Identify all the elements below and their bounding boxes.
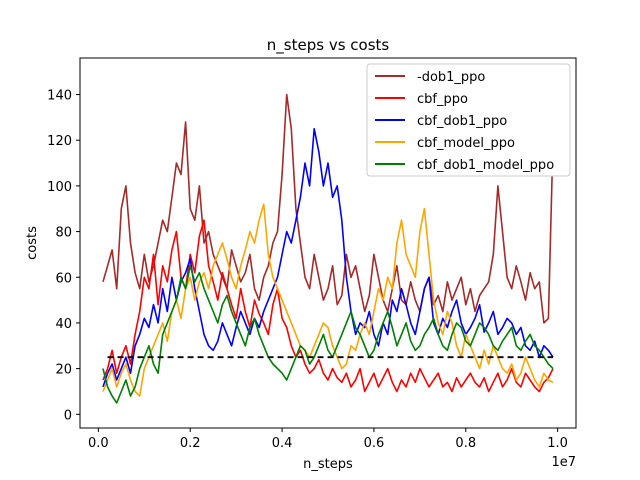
y-axis-label: costs bbox=[25, 226, 40, 260]
y-tick-label: 140 bbox=[47, 89, 72, 104]
y-tick-label: 0 bbox=[64, 408, 72, 423]
series-line-1 bbox=[102, 219, 554, 393]
y-tick-label: 40 bbox=[55, 317, 72, 332]
y-tick-label: 60 bbox=[55, 271, 72, 286]
series-line-3 bbox=[102, 203, 554, 397]
x-axis-label: n_steps bbox=[303, 457, 353, 472]
x-tick-label: 0.4 bbox=[272, 436, 293, 451]
x-axis: 0.0 0.2 0.4 0.6 0.8 1.0 bbox=[88, 428, 568, 451]
y-tick-label: 100 bbox=[47, 180, 72, 195]
chart-title: n_steps vs costs bbox=[267, 36, 390, 55]
y-tick-label: 120 bbox=[47, 134, 72, 149]
legend-label: cbf_ppo bbox=[417, 92, 468, 107]
legend-box bbox=[366, 63, 571, 177]
x-tick-label: 1.0 bbox=[547, 436, 568, 451]
plot-frame bbox=[79, 57, 577, 429]
y-tick-label: 80 bbox=[55, 226, 72, 241]
series-layer bbox=[102, 93, 554, 404]
legend-label: cbf_dob1_ppo bbox=[417, 114, 507, 129]
legend: -dob1_ppo cbf_ppo cbf_dob1_ppo cbf_model_pp… bbox=[366, 63, 571, 177]
series-line-0 bbox=[102, 93, 554, 324]
x-tick-label: 0.6 bbox=[364, 436, 385, 451]
x-tick-label: 0.2 bbox=[180, 436, 201, 451]
x-tick-label: 0.8 bbox=[455, 436, 476, 451]
y-tick-label: 20 bbox=[55, 363, 72, 378]
x-tick-label: 0.0 bbox=[88, 436, 109, 451]
y-axis: 0 20 40 60 80 100 120 140 bbox=[47, 89, 80, 423]
legend-label: -dob1_ppo bbox=[417, 70, 485, 85]
x-offset-label: 1e7 bbox=[551, 455, 576, 470]
legend-label: cbf_dob1_model_ppo bbox=[417, 158, 554, 173]
legend-label: cbf_model_ppo bbox=[417, 136, 515, 151]
series-line-4 bbox=[102, 265, 554, 404]
